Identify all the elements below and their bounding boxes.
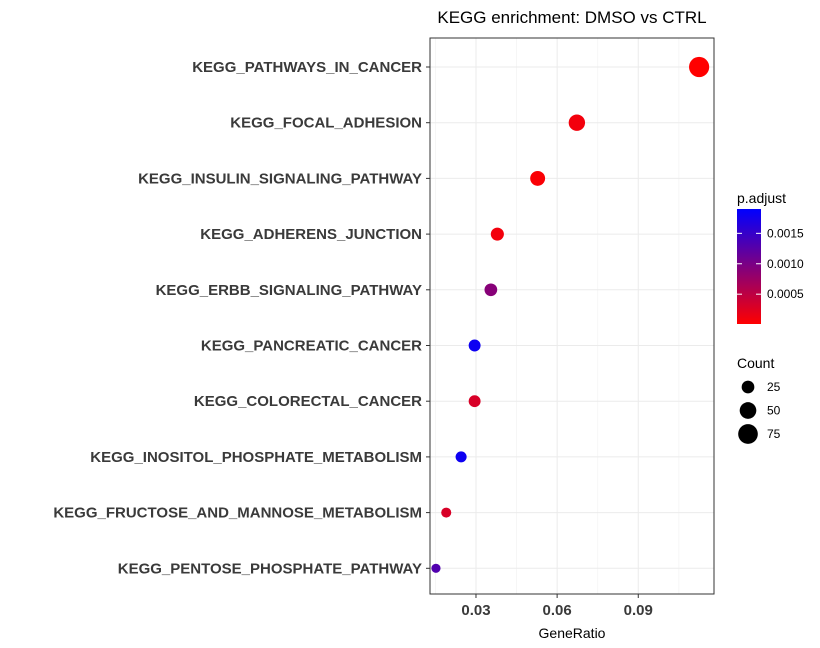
data-point [689,56,710,78]
y-tick-label: KEGG_ERBB_SIGNALING_PATHWAY [156,282,422,299]
chart-title: KEGG enrichment: DMSO vs CTRL [437,8,706,27]
y-tick-label: KEGG_FOCAL_ADHESION [230,115,422,132]
data-point [530,170,546,186]
data-point [455,451,467,463]
size-legend-dot [738,424,758,444]
size-legend: Count 25 50 75 [737,355,781,444]
color-legend-title: p.adjust [737,190,786,206]
color-legend: p.adjust 0.0005 0.0010 0.0015 [737,190,804,324]
x-tick-label: 0.09 [624,602,653,619]
data-point [568,114,586,131]
y-tick-label: KEGG_FRUCTOSE_AND_MANNOSE_METABOLISM [53,505,422,522]
y-tick-label: KEGG_PANCREATIC_CANCER [201,338,422,355]
x-tick-label: 0.06 [543,602,572,619]
size-legend-dot [739,402,757,419]
data-point [484,283,498,297]
grid-layer [430,38,714,594]
plot-panel-border [429,37,715,595]
y-tick-label: KEGG_PATHWAYS_IN_CANCER [192,59,422,76]
color-legend-ticks: 0.0005 0.0010 0.0015 [737,226,804,301]
y-tick-label: KEGG_COLORECTAL_CANCER [194,393,422,410]
y-tick-label: KEGG_INOSITOL_PHOSPHATE_METABOLISM [90,449,422,466]
color-legend-bar [737,209,761,324]
size-legend-title: Count [737,355,774,371]
size-legend-dot [741,380,755,394]
x-tick-label: 0.03 [461,602,490,619]
data-point [468,339,481,352]
y-tick-label: KEGG_PENTOSE_PHOSPHATE_PATHWAY [118,560,422,577]
size-legend-label: 25 [767,380,781,394]
y-tick-label: KEGG_ADHERENS_JUNCTION [200,226,422,243]
color-legend-tick-label: 0.0010 [767,257,804,271]
y-tick-label: KEGG_INSULIN_SIGNALING_PATHWAY [138,170,422,187]
size-legend-label: 50 [767,404,781,418]
data-point [441,507,452,518]
data-point [468,395,481,408]
size-legend-label: 75 [767,427,781,441]
points-layer [431,56,710,573]
color-legend-tick-label: 0.0015 [767,226,804,240]
color-legend-tick-label: 0.0005 [767,287,804,301]
x-axis-ticks: 0.03 0.06 0.09 [461,594,653,619]
data-point [490,227,504,241]
x-axis-title: GeneRatio [539,625,606,641]
size-legend-items: 25 50 75 [738,380,781,444]
y-axis-labels: KEGG_PATHWAYS_IN_CANCER KEGG_FOCAL_ADHESI… [53,59,430,577]
data-point [431,563,441,573]
